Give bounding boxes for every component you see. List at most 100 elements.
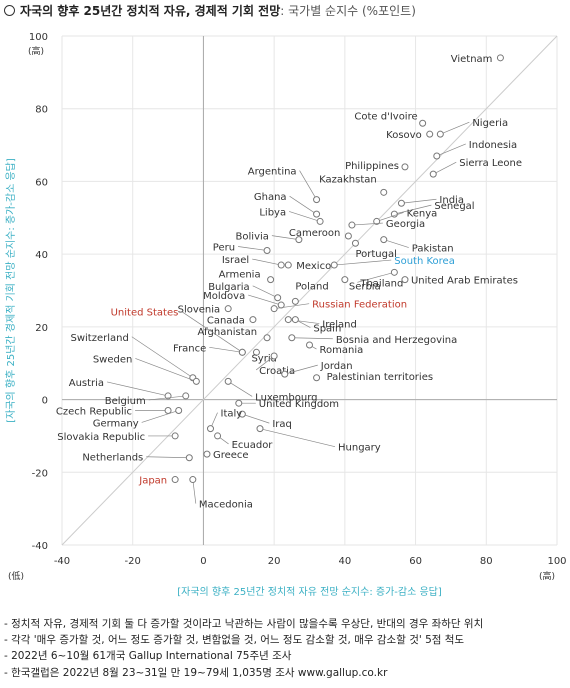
y-tick-label: 0 [42,396,48,407]
y-tick-label: -20 [32,468,48,479]
point-label: Palestinian territories [327,372,434,383]
point-label: Netherlands [82,453,143,464]
x-tick-label: -20 [125,556,141,567]
data-point [189,476,197,484]
data-point [224,305,232,313]
point-label: Afghanistan [198,327,258,338]
data-point [348,221,356,229]
data-point [306,341,313,349]
data-point [192,377,200,385]
point-label: Thailand [359,278,403,289]
data-point [182,392,190,400]
point-label: Serbia [349,282,381,293]
leader-line [271,235,299,240]
data-point [270,305,278,313]
point-label: Philippines [345,161,399,172]
point-label: Ireland [322,320,357,331]
data-point [224,377,232,385]
data-point [214,432,222,440]
y-tick-label: 60 [35,177,48,188]
leader-line [192,479,197,504]
point-label: Portugal [355,249,396,260]
scatter-chart: -40 -20 0 20 40 60 80 100 -40 -20 0 20 40 60 80 100 (高) (… [4,32,567,598]
point-label: Slovenia [178,305,221,316]
data-point [316,217,324,225]
x-tick-label: 20 [268,556,281,567]
x-tick-label: -40 [54,556,70,567]
leader-line [376,212,404,222]
point-label: Luxembourg [255,392,317,403]
data-point [277,301,285,309]
footnote-2: - 각각 '매우 증가할 것, 어느 정도 증가할 것, 변함없을 것, 어느 … [4,634,465,647]
leader-line [248,294,282,306]
leader-line [181,311,243,353]
data-point [238,410,246,418]
leader-line [131,336,194,379]
data-point [436,130,444,138]
point-label: Argentina [248,167,297,178]
data-point [284,261,292,269]
point-label: Sweden [93,354,133,365]
point-label: Poland [295,281,328,292]
point-label: Senegal [434,201,474,212]
data-point [380,236,388,244]
y-axis-title: [자국의 향후 25년간 경제적 기회 전망 순지수: 증가-감소 응답] [4,158,17,423]
point-label: Libya [259,207,286,218]
data-point [263,334,271,342]
data-point [330,261,338,269]
data-point [274,294,282,302]
point-label: Israel [222,255,249,266]
data-point [313,196,321,204]
point-label: Armenia [219,270,261,281]
data-point [203,450,211,458]
y-tick-label: 80 [35,105,48,116]
data-point [281,370,289,378]
chart-title: 자국의 향후 25년간 정치적 자유, 경제적 기회 전망 [20,4,281,18]
point-label: Macedonia [199,500,253,511]
chart-header: 자국의 향후 25년간 정치적 자유, 경제적 기회 전망: 국가별 순지수 (… [4,2,416,19]
leader-line [135,358,197,382]
data-point [426,130,434,138]
leader-line [440,121,470,135]
point-label: Kosovo [386,130,422,141]
data-point [397,199,405,207]
leader-line [383,239,409,248]
leader-line [252,258,282,266]
data-point [164,406,172,414]
data-point [256,425,264,433]
point-label: Croatia [259,366,295,377]
data-point [171,432,179,440]
leader-line [255,355,275,371]
point-label: Kazakhstan [319,174,377,185]
diagonal-line [61,35,558,546]
data-point [270,352,278,360]
leader-line [288,211,321,222]
leader-line [242,413,270,424]
data-point [185,454,193,462]
point-label: Iraq [272,419,292,430]
leader-line [401,198,437,204]
data-point [288,334,296,342]
x-tick-label: 0 [200,556,206,567]
x-tick-label: 40 [338,556,351,567]
point-label: Jordan [320,361,353,372]
point-label: Germany [93,418,139,429]
data-point [313,374,321,382]
point-label: Mexico [296,261,331,272]
x-max-note: (高) [539,570,555,582]
data-point [341,276,349,284]
leader-line [259,428,336,447]
data-point [291,316,299,324]
data-point [390,268,398,276]
data-point [277,261,285,269]
data-point [419,119,427,127]
leader-line [436,143,466,157]
point-label: Ecuador [232,440,274,451]
data-point [390,210,398,218]
point-label: United States [111,307,179,318]
leader-line [334,259,392,266]
y-tick-label: 100 [29,32,48,43]
leader-line [299,170,317,200]
data-point [252,348,260,356]
leader-line [291,337,333,340]
